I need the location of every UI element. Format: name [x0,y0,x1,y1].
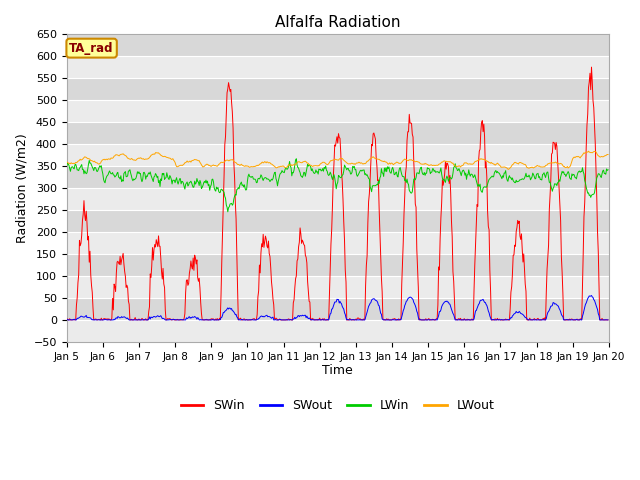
Bar [67,166,609,188]
Y-axis label: Radiation (W/m2): Radiation (W/m2) [15,133,28,243]
Bar [67,254,609,276]
Bar [67,298,609,320]
Bar [67,276,609,298]
Bar [67,122,609,144]
Bar [67,144,609,166]
Legend: SWin, SWout, LWin, LWout: SWin, SWout, LWin, LWout [176,395,500,417]
Title: Alfalfa Radiation: Alfalfa Radiation [275,15,401,30]
Bar [67,34,609,56]
X-axis label: Time: Time [323,364,353,377]
Bar [67,232,609,254]
Bar [67,188,609,210]
Bar [67,210,609,232]
Bar [67,78,609,100]
Bar [67,100,609,122]
Bar [67,56,609,78]
Text: TA_rad: TA_rad [69,42,114,55]
Bar [67,320,609,342]
